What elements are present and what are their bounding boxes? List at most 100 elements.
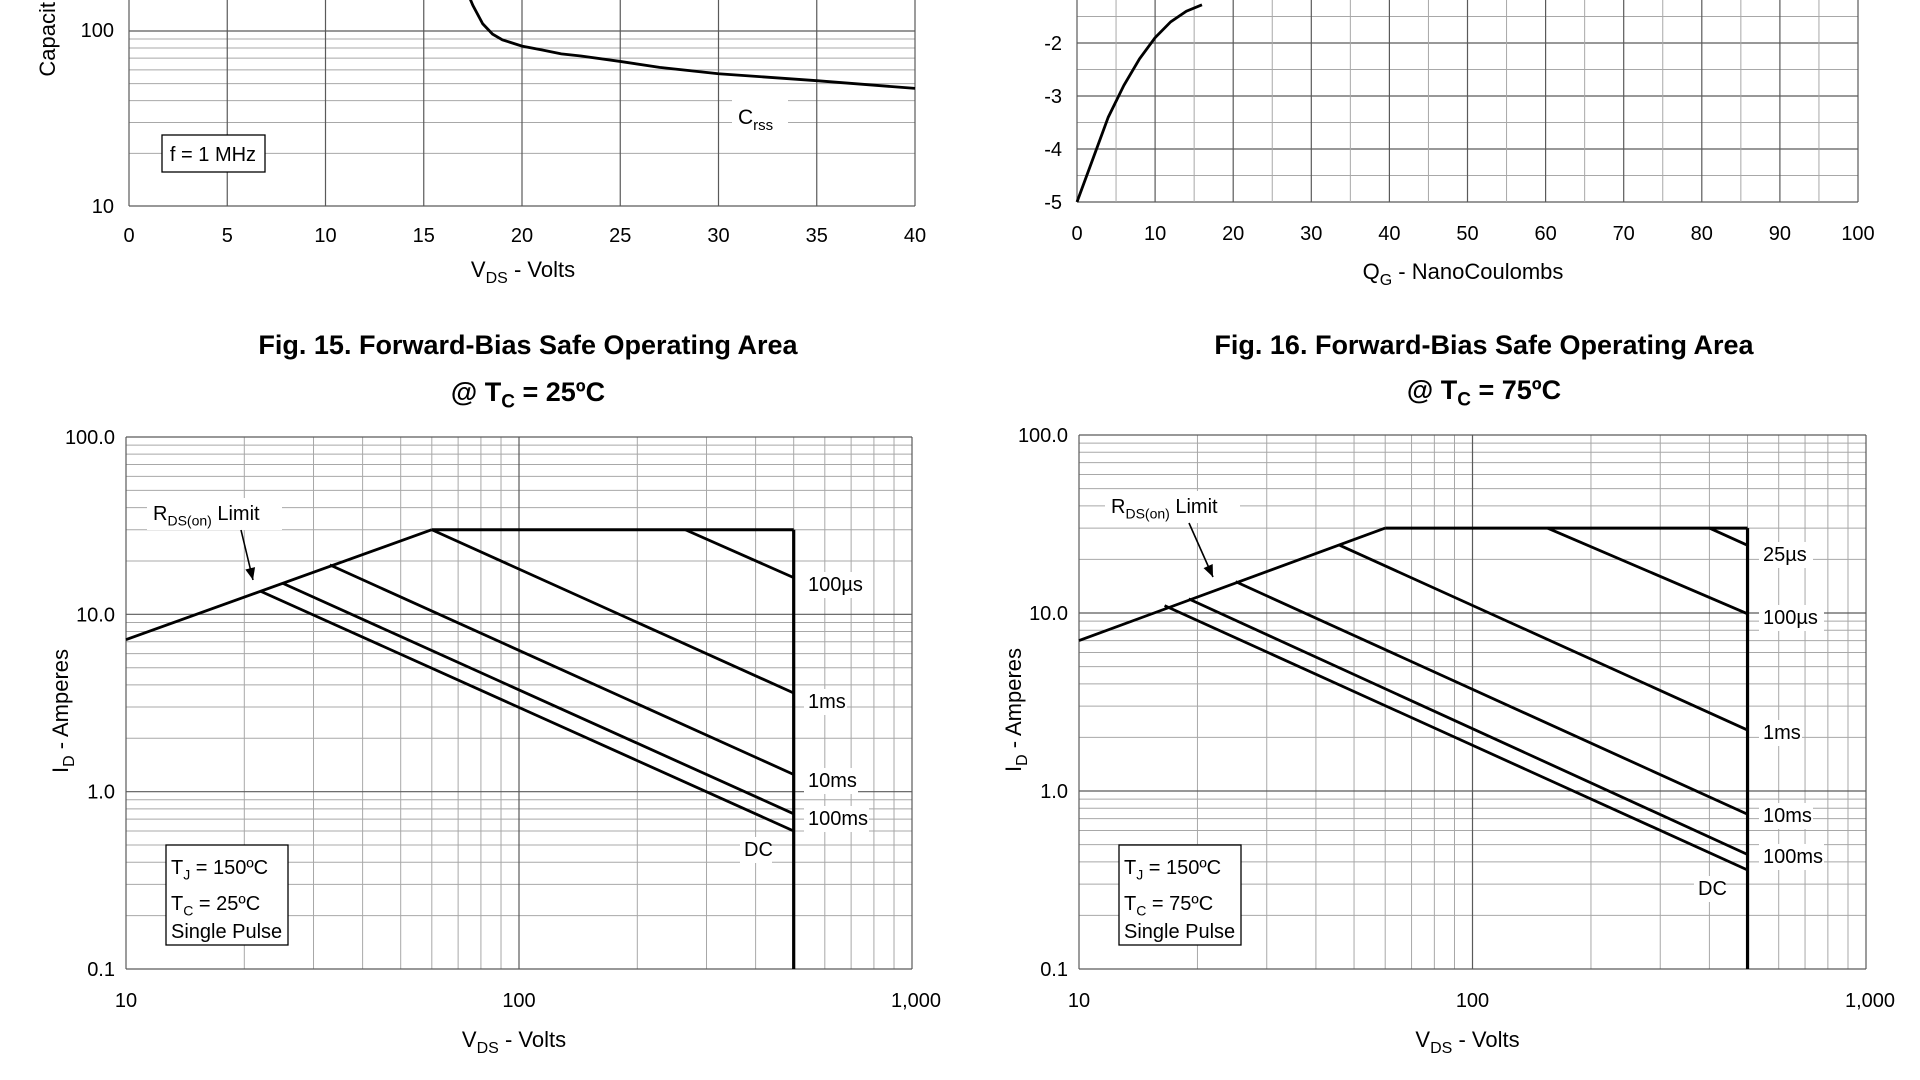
rds-limit-line <box>125 528 433 641</box>
rds-limit-label: RDS(on) Limit <box>1111 496 1218 522</box>
tc-note: TC = 75ºC <box>1124 893 1213 919</box>
x-tick-label: 10 <box>1144 223 1166 245</box>
x-tick-label: 0 <box>123 225 134 247</box>
series-line-DC <box>259 589 795 833</box>
crss-label: Crss <box>738 106 773 134</box>
x-tick-label: 30 <box>707 225 729 247</box>
x-axis-label: QG - NanoCoulombs <box>1363 259 1564 289</box>
y-tick-label: 1.0 <box>1040 781 1068 803</box>
x-tick-label: 100 <box>502 990 535 1012</box>
rds-limit-line <box>1078 526 1386 642</box>
pulse-note: Single Pulse <box>1124 921 1235 943</box>
fig16-title-line2: @ TC = 75ºC <box>1194 375 1774 411</box>
series-label-bg <box>1759 720 1802 746</box>
y-tick-label: 0.1 <box>1040 959 1068 981</box>
x-axis-label: VDS - Volts <box>1415 1027 1519 1057</box>
series-line-10ms <box>329 563 795 776</box>
series-line-100µs <box>684 528 795 579</box>
x-tick-label: 10 <box>314 225 336 247</box>
fig16-title-suffix: = 75ºC <box>1470 375 1562 405</box>
x-tick-label: 0 <box>1071 223 1082 245</box>
series-label-1ms: 1ms <box>1763 722 1801 744</box>
series-line-100ms <box>1188 597 1749 856</box>
x-tick-label: 20 <box>511 225 533 247</box>
series-label-bg <box>1694 876 1726 902</box>
x-tick-label: 80 <box>1691 223 1713 245</box>
conditions-note-box <box>1118 844 1242 946</box>
series-label-bg <box>804 689 847 715</box>
rds-label-bg <box>147 498 282 530</box>
series-line-1ms <box>431 528 795 695</box>
x-tick-label: 90 <box>1769 223 1791 245</box>
x-tick-label: 10 <box>1068 990 1090 1012</box>
gate-charge-chart: 0 10 20 30 40 50 60 70 80 90 100 -2 -3 -4 -5 QG - NanoC… <box>1044 0 1875 289</box>
x-tick-label: 40 <box>904 225 926 247</box>
fig15-title-line1: Fig. 15. Forward-Bias Safe Operating Are… <box>258 330 798 360</box>
x-tick-label: 60 <box>1534 223 1556 245</box>
fig16-title-sub: C <box>1457 389 1471 411</box>
x-tick-label: 15 <box>413 225 435 247</box>
rds-label-bg <box>1105 491 1240 523</box>
conditions-note-box <box>165 844 289 946</box>
series-label-1ms: 1ms <box>808 691 846 713</box>
y-tick-label: -4 <box>1044 139 1062 161</box>
x-tick-label: 10 <box>115 990 137 1012</box>
fig16-title-prefix: @ T <box>1406 375 1458 405</box>
fig15-title-suffix: = 25ºC <box>514 377 606 407</box>
frequency-note-box <box>161 134 266 173</box>
x-axis-label: VDS - Volts <box>462 1027 566 1057</box>
y-tick-label: 10.0 <box>1029 603 1068 625</box>
tj-note: TJ = 150ºC <box>171 857 268 883</box>
crss-series-line <box>469 0 916 90</box>
x-tick-label: 70 <box>1613 223 1635 245</box>
y-tick-label: -5 <box>1044 192 1062 214</box>
fig16-chart: 100.0 10.0 1.0 0.110 100 1,000 VDS - Volts ID -… <box>1001 425 1895 1057</box>
x-tick-label: 100 <box>1841 223 1874 245</box>
y-tick-label: 100.0 <box>65 427 115 449</box>
x-tick-label: 25 <box>609 225 631 247</box>
y-axis-label: ID - Amperes <box>1001 648 1031 772</box>
frequency-note: f = 1 MHz <box>170 144 256 166</box>
series-label-bg <box>804 806 869 832</box>
x-tick-label: 30 <box>1300 223 1322 245</box>
series-line-100ms <box>281 581 795 816</box>
crss-label-bg <box>732 100 788 134</box>
x-tick-label: 40 <box>1378 223 1400 245</box>
series-label-10ms: 10ms <box>1763 805 1812 827</box>
series-line-25µs <box>1708 526 1749 547</box>
fig15-title-prefix: @ T <box>450 377 502 407</box>
series-line-DC <box>1164 604 1749 872</box>
x-tick-label: 50 <box>1456 223 1478 245</box>
fig16-title-line1: Fig. 16. Forward-Bias Safe Operating Are… <box>1214 330 1754 360</box>
series-label-bg <box>804 572 869 598</box>
series-label-bg <box>740 837 772 863</box>
series-label-bg <box>1759 844 1824 870</box>
rds-limit-label: RDS(on) Limit <box>153 503 260 529</box>
series-line-1ms <box>1339 544 1749 732</box>
y-axis-label: ID - Amperes <box>48 649 78 773</box>
y-tick-label: 100 <box>81 20 114 42</box>
y-tick-label: -3 <box>1044 86 1062 108</box>
y-tick-label: 1.0 <box>87 782 115 804</box>
series-label-bg <box>804 768 858 794</box>
pulse-note: Single Pulse <box>171 921 282 943</box>
gate-charge-line <box>1075 3 1203 203</box>
series-label-100µs: 100µs <box>1763 607 1818 629</box>
fig15-title-line2: @ TC = 25ºC <box>238 377 818 413</box>
series-line-100µs <box>1546 526 1749 616</box>
x-tick-label: 5 <box>222 225 233 247</box>
x-tick-label: 35 <box>806 225 828 247</box>
series-label-DC: DC <box>744 839 773 861</box>
x-axis-label: VDS - Volts <box>471 257 575 287</box>
x-tick-label: 1,000 <box>891 990 941 1012</box>
tj-note: TJ = 150ºC <box>1124 857 1221 883</box>
y-tick-label: 100.0 <box>1018 425 1068 447</box>
fig15-title-sub: C <box>501 391 515 413</box>
capacitance-chart: 0 5 10 15 20 25 30 35 40 100 10 VDS - Volts Capacit C… <box>35 0 926 287</box>
series-label-25µs: 25µs <box>1763 544 1807 566</box>
series-label-DC: DC <box>1698 878 1727 900</box>
series-label-100ms: 100ms <box>1763 846 1823 868</box>
series-label-100ms: 100ms <box>808 808 868 830</box>
series-label-bg <box>1759 542 1813 568</box>
